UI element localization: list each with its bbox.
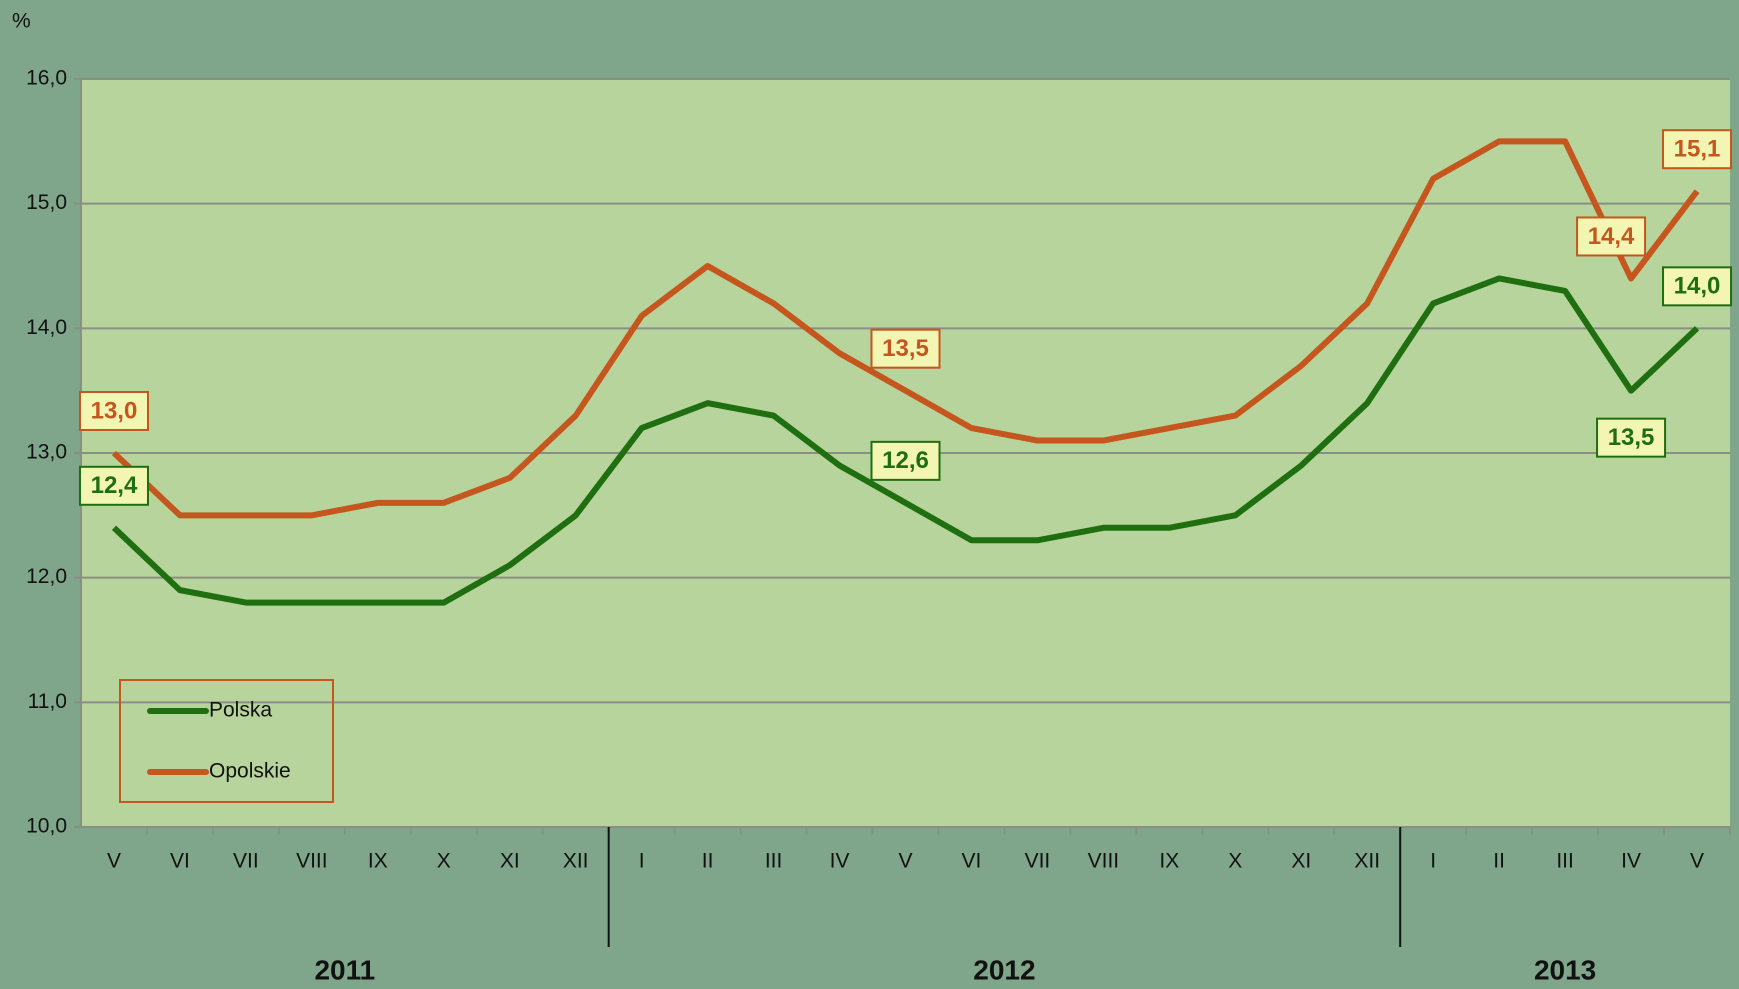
- x-tick-label: IV: [830, 850, 850, 873]
- y-tick-label: 12,0: [26, 565, 67, 588]
- x-tick-label: X: [1228, 850, 1242, 873]
- x-tick-label: VII: [233, 850, 259, 873]
- x-tick-label: V: [898, 850, 912, 873]
- y-axis-label: %: [12, 10, 31, 33]
- x-tick-label: I: [639, 850, 645, 873]
- value-label: 12,4: [91, 472, 138, 499]
- x-tick-label: III: [765, 850, 783, 873]
- x-tick-label: V: [1690, 850, 1704, 873]
- y-tick-label: 11,0: [28, 690, 67, 713]
- x-tick-label: IV: [1621, 850, 1641, 873]
- y-tick-label: 10,0: [26, 815, 67, 838]
- y-tick-label: 15,0: [26, 191, 67, 214]
- x-tick-label: VI: [170, 850, 190, 873]
- x-tick-label: IX: [368, 850, 388, 873]
- year-label: 2013: [1534, 954, 1596, 985]
- y-tick-label: 14,0: [26, 316, 67, 339]
- value-label: 15,1: [1674, 136, 1721, 163]
- value-label-box: [1662, 129, 1733, 170]
- value-label-box: [78, 391, 149, 431]
- legend-box: [119, 679, 334, 803]
- x-tick-label: III: [1556, 850, 1574, 873]
- x-tick-label: V: [107, 850, 121, 873]
- x-tick-label: XII: [1354, 850, 1380, 873]
- legend-label: Opolskie: [209, 760, 291, 783]
- x-tick-label: VII: [1025, 850, 1051, 873]
- x-tick-label: VIII: [296, 850, 328, 873]
- value-label-box: [1596, 417, 1667, 458]
- series-line: [111, 275, 1700, 606]
- value-label: 12,6: [882, 447, 929, 474]
- value-label: 13,5: [1608, 424, 1655, 451]
- value-label-box: [78, 465, 149, 506]
- x-tick-label: XI: [500, 850, 520, 873]
- y-tick-label: 13,0: [26, 441, 67, 464]
- value-label: 13,0: [91, 397, 138, 424]
- value-label: 14,4: [1588, 223, 1635, 250]
- value-label-box: [870, 440, 941, 481]
- x-tick-label: II: [1493, 850, 1505, 873]
- legend-label: Polska: [209, 699, 272, 722]
- x-tick-label: II: [702, 850, 714, 873]
- x-tick-label: XI: [1291, 850, 1311, 873]
- series-line: [111, 138, 1700, 519]
- y-tick-label: 16,0: [26, 67, 67, 90]
- value-label-box: [1576, 216, 1647, 257]
- x-tick-label: IX: [1159, 850, 1179, 873]
- year-label: 2012: [973, 954, 1035, 985]
- year-label: 2011: [314, 954, 375, 985]
- x-tick-label: VI: [962, 850, 982, 873]
- x-tick-label: X: [437, 850, 451, 873]
- value-label: 13,5: [882, 335, 929, 362]
- x-tick-label: I: [1430, 850, 1436, 873]
- x-tick-label: VIII: [1088, 850, 1120, 873]
- value-label: 14,0: [1674, 273, 1721, 300]
- value-label-box: [1662, 266, 1733, 307]
- value-label-box: [870, 328, 941, 369]
- x-tick-label: XII: [563, 850, 589, 873]
